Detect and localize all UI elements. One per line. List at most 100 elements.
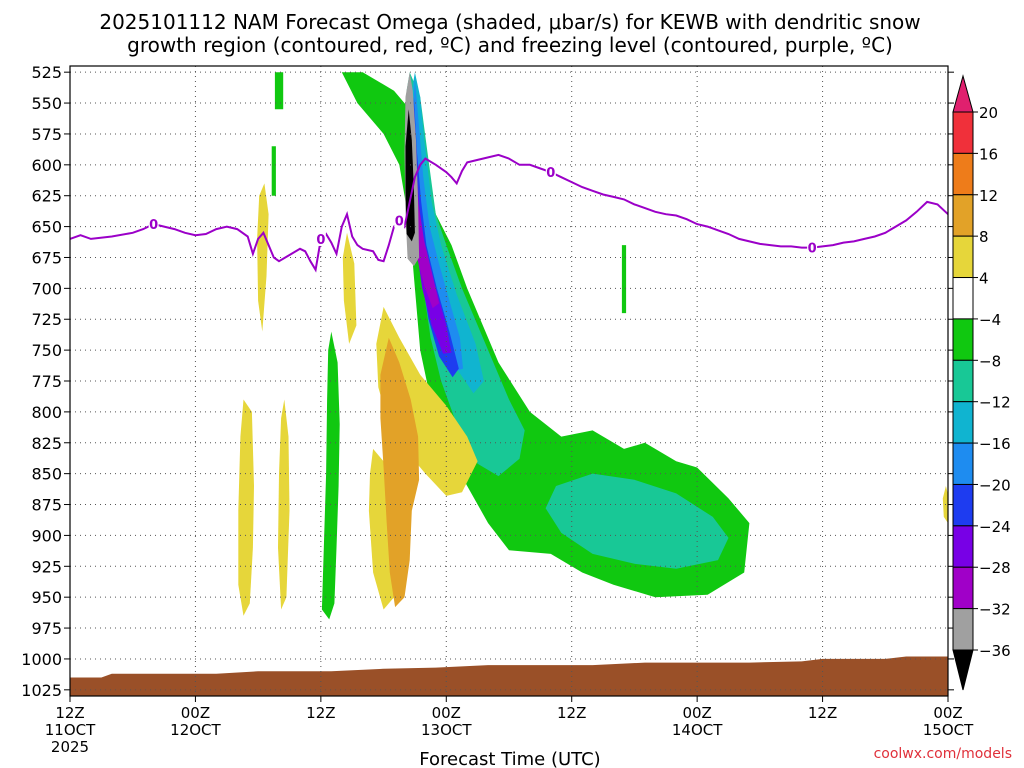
- x-tick-label: 14OCT: [672, 721, 723, 739]
- colorbar-label: −20: [979, 476, 1011, 494]
- colorbar-bin: [952, 152, 974, 196]
- freezing-label-bg: [807, 239, 818, 255]
- y-tick-label: 1025: [21, 681, 62, 700]
- freezing-label-bg: [148, 216, 159, 232]
- colorbar-label: −36: [979, 642, 1011, 660]
- omega-region-left-green-column: [321, 331, 340, 620]
- y-tick-label: 700: [31, 279, 62, 298]
- y-tick-label: 800: [31, 403, 62, 422]
- y-tick-label: 625: [31, 187, 62, 206]
- freezing-label-bg: [545, 164, 556, 180]
- colorbar-bin: [952, 442, 974, 485]
- colorbar-bin: [952, 483, 974, 527]
- x-tick-label: 00Z: [181, 704, 210, 722]
- omega-region-yellow-column-left: [238, 399, 254, 616]
- colorbar: 20 16 12 8 4 −4 −8 −12 −16 −20 −24 −28 −32 −36: [952, 74, 1011, 691]
- x-tick-label: 12OCT: [170, 721, 221, 739]
- colorbar-label: 20: [979, 104, 998, 122]
- freezing-label-bg: [394, 212, 405, 228]
- x-tick-label: 12Z: [55, 704, 84, 722]
- y-tick-label: 650: [31, 218, 62, 237]
- y-tick-label: 600: [31, 156, 62, 175]
- chart-title-line2: growth region (contoured, red, ºC) and f…: [127, 33, 893, 57]
- y-tick-label: 675: [31, 248, 62, 267]
- x-tick-label: 00Z: [933, 704, 962, 722]
- colorbar-label: −8: [979, 352, 1001, 370]
- freezing-level-label: 0: [395, 214, 404, 229]
- colorbar-label: −16: [979, 435, 1011, 453]
- colorbar-bin: [952, 277, 974, 320]
- colorbar-bin: [952, 235, 974, 279]
- omega-region-yellow-column-mid: [342, 232, 357, 344]
- y-tick-label: 925: [31, 557, 62, 576]
- x-tick-label: 12Z: [306, 704, 335, 722]
- omega-region-green-streak-c: [621, 245, 627, 314]
- terrain-layer: [70, 656, 948, 696]
- freezing-level-label: 0: [316, 233, 325, 248]
- omega-region-main-ascent-green: [341, 72, 750, 598]
- colorbar-bin: [952, 318, 974, 361]
- colorbar-bin: [952, 525, 974, 568]
- colorbar-bin: [952, 359, 974, 403]
- freezing-level-layer: 0 0 0 0 0: [70, 153, 948, 273]
- colorbar-bin: [952, 566, 974, 610]
- omega-region-lower-teal-blob: [545, 473, 729, 569]
- omega-region-yellow-column-left3: [278, 399, 290, 610]
- freezing-level-label: 0: [808, 242, 817, 257]
- colorbar-label: 8: [979, 228, 989, 246]
- x-tick-label: 12Z: [557, 704, 586, 722]
- freezing-level-line: [70, 153, 948, 273]
- y-tick-label: 950: [31, 588, 62, 607]
- y-tick-label: 900: [31, 526, 62, 545]
- chart-title-line1: 2025101112 NAM Forecast Omega (shaded, μ…: [99, 10, 920, 34]
- y-tick-label: 850: [31, 465, 62, 484]
- omega-region-green-streak-a: [274, 72, 284, 110]
- omega-shading-layer: [238, 72, 948, 620]
- y-tick-label: 525: [31, 63, 62, 82]
- credit-text: coolwx.com/models: [874, 746, 1012, 762]
- colorbar-label: −28: [979, 559, 1011, 577]
- colorbar-top-arrow: [952, 74, 974, 113]
- y-axis: 525 550 575 600 625 650 675 700 725 750 775 800 825 8…: [21, 63, 954, 700]
- colorbar-bin: [952, 401, 974, 444]
- omega-region-orange-ribbon: [380, 337, 420, 608]
- colorbar-bin: [952, 194, 974, 237]
- omega-region-yellow-column-left2: [257, 183, 269, 332]
- y-tick-label: 775: [31, 372, 62, 391]
- omega-region-main-ascent-teal: [406, 72, 525, 477]
- colorbar-label: −4: [979, 311, 1001, 329]
- terrain-surface: [70, 656, 948, 696]
- y-tick-label: 725: [31, 310, 62, 329]
- colorbar-label: 12: [979, 187, 998, 205]
- y-tick-label: 875: [31, 496, 62, 515]
- colorbar-bottom-arrow: [952, 649, 974, 691]
- x-tick-label: 2025: [51, 738, 89, 756]
- freezing-level-label: 0: [546, 166, 555, 181]
- y-tick-label: 750: [31, 341, 62, 360]
- y-tick-label: 975: [31, 619, 62, 638]
- x-tick-label: 11OCT: [45, 721, 96, 739]
- colorbar-label: −24: [979, 518, 1011, 536]
- x-tick-label: 13OCT: [421, 721, 472, 739]
- colorbar-label: 4: [979, 270, 989, 288]
- colorbar-label: −32: [979, 601, 1011, 619]
- x-axis-title: Forecast Time (UTC): [419, 749, 600, 768]
- freezing-level-label: 0: [149, 218, 158, 233]
- x-tick-label: 12Z: [808, 704, 837, 722]
- colorbar-bin: [952, 608, 974, 651]
- x-tick-label: 15OCT: [923, 721, 974, 739]
- omega-region-yellow-ribbon: [376, 306, 478, 496]
- x-tick-label: 00Z: [682, 704, 711, 722]
- colorbar-label: −12: [979, 394, 1011, 412]
- freezing-label-bg: [315, 230, 326, 246]
- colorbar-bin: [952, 111, 974, 154]
- y-tick-label: 1000: [21, 650, 62, 669]
- omega-region-green-streak-b: [271, 146, 276, 196]
- y-tick-label: 825: [31, 434, 62, 453]
- y-tick-label: 550: [31, 94, 62, 113]
- colorbar-label: 16: [979, 145, 998, 163]
- y-tick-label: 575: [31, 125, 62, 144]
